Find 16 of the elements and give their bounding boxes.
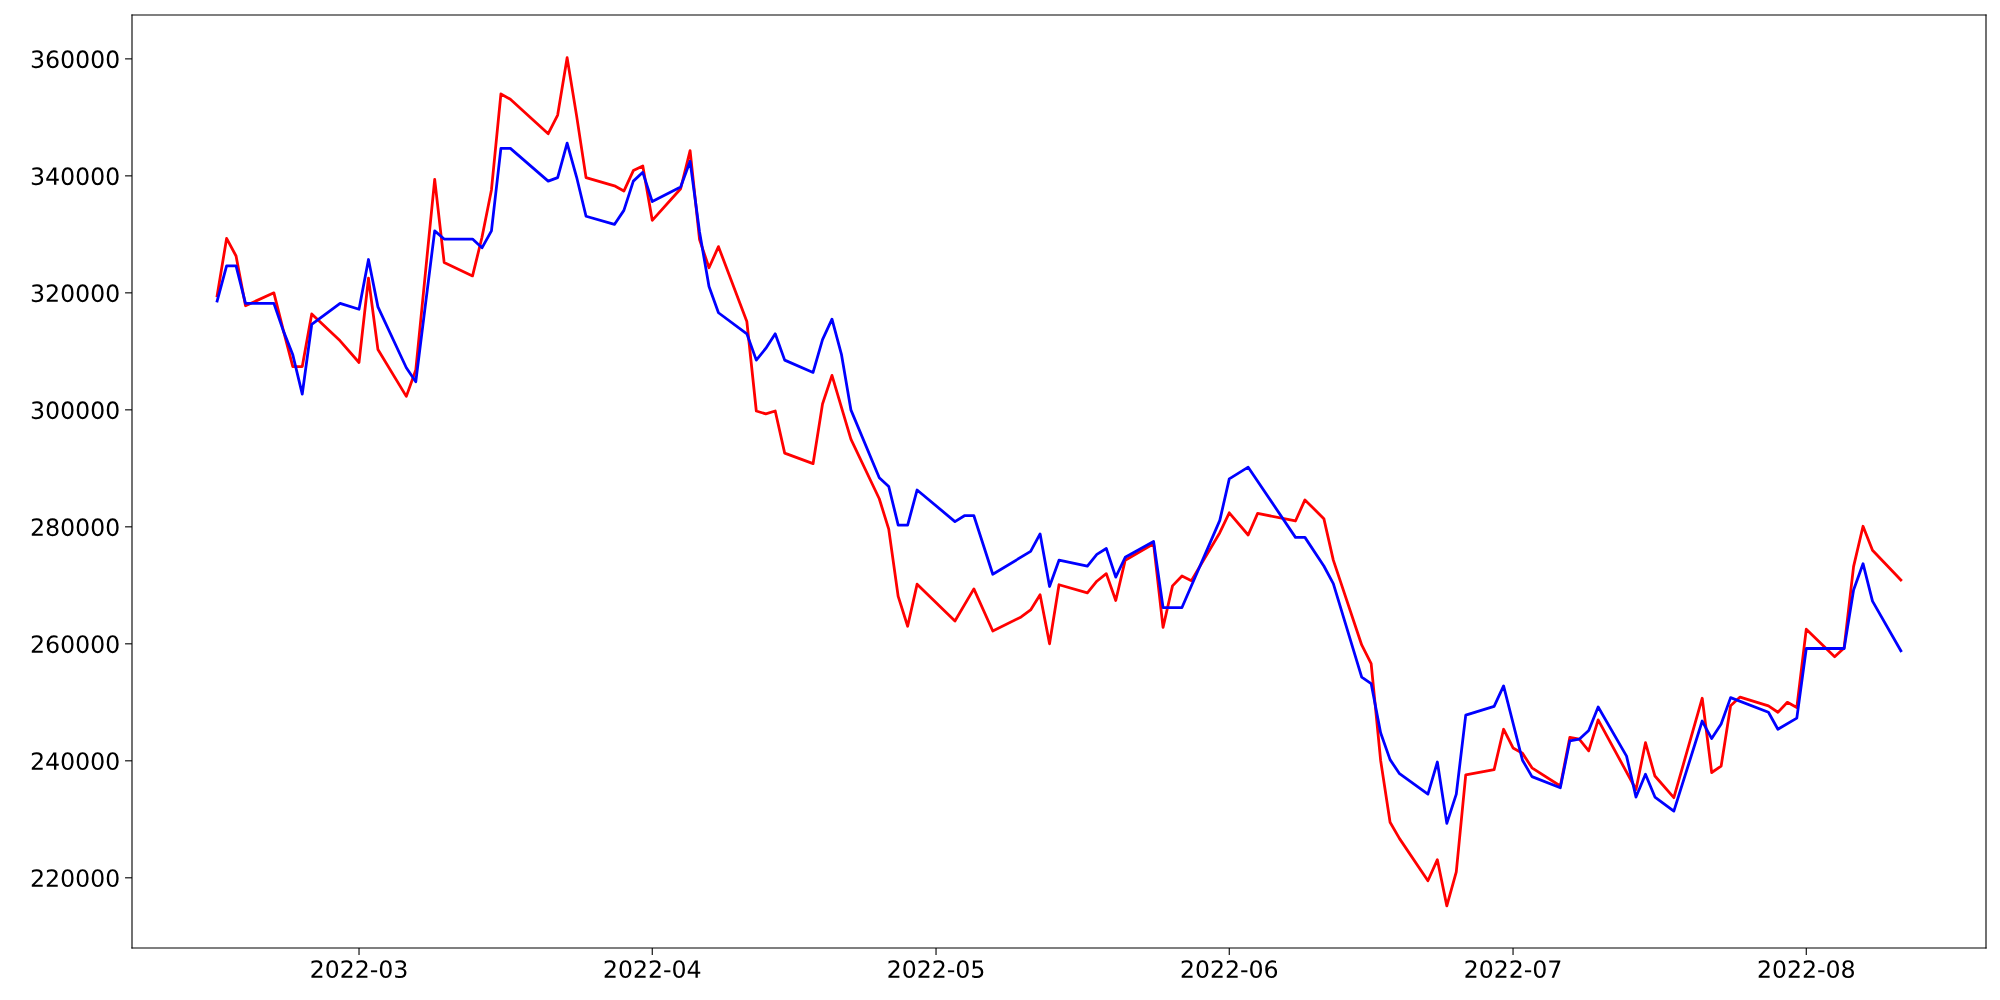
x-tick-label: 2022-08 xyxy=(1758,960,1854,979)
y-tick-label: 220000 xyxy=(31,869,119,888)
x-tick-label: 2022-06 xyxy=(1181,960,1278,979)
y-tick-label: 320000 xyxy=(31,284,119,303)
line-series xyxy=(215,56,1903,908)
y-tick-label: 360000 xyxy=(31,50,119,69)
line-series xyxy=(215,141,1903,825)
y-tick-label: 340000 xyxy=(31,167,119,186)
x-tick-label: 2022-07 xyxy=(1465,960,1561,979)
y-tick-label: 260000 xyxy=(31,635,119,654)
y-tick-label: 280000 xyxy=(31,518,119,537)
x-tick-label: 2022-05 xyxy=(888,960,984,979)
y-tick-label: 300000 xyxy=(31,401,119,420)
x-tick-label: 2022-03 xyxy=(311,960,407,979)
y-tick-label: 240000 xyxy=(31,752,119,771)
x-tick-label: 2022-04 xyxy=(604,960,701,979)
